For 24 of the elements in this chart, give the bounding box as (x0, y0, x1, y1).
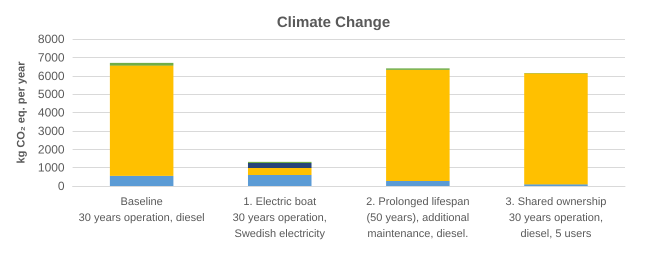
y-axis-title: kg CO₂ eq. per year (16, 60, 28, 164)
x-tick-label: Baseline 30 years operation, diesel (78, 196, 205, 224)
x-tick-label: 3. Shared ownership 30 years operation, diesel, 5 users (505, 196, 606, 240)
y-tick-label: 2000 (38, 142, 65, 156)
y-tick-label: 6000 (38, 68, 65, 83)
y-tick-label: 0 (58, 179, 65, 193)
bar (524, 74, 588, 184)
y-tick-label: 1000 (38, 160, 65, 175)
bar (110, 62, 174, 66)
y-tick-label: 7000 (38, 50, 65, 64)
bar (386, 181, 450, 186)
bar (248, 163, 312, 168)
bar (386, 70, 450, 182)
bar (110, 66, 174, 176)
y-tick-label: 8000 (38, 32, 65, 46)
bar (248, 168, 312, 175)
chart-title: Climate Change (276, 14, 390, 31)
x-tick-label: 2. Prolonged lifespan (50 years), additional maintenance, diesel. (366, 196, 470, 240)
bar (248, 174, 312, 186)
bar (110, 176, 174, 186)
y-tick-label: 3000 (38, 124, 65, 138)
y-tick-label: 5000 (38, 87, 65, 102)
x-tick-label: 1. Electric boat 30 years operation, Swedish electricity (232, 196, 327, 240)
y-tick-label: 4000 (38, 106, 65, 120)
